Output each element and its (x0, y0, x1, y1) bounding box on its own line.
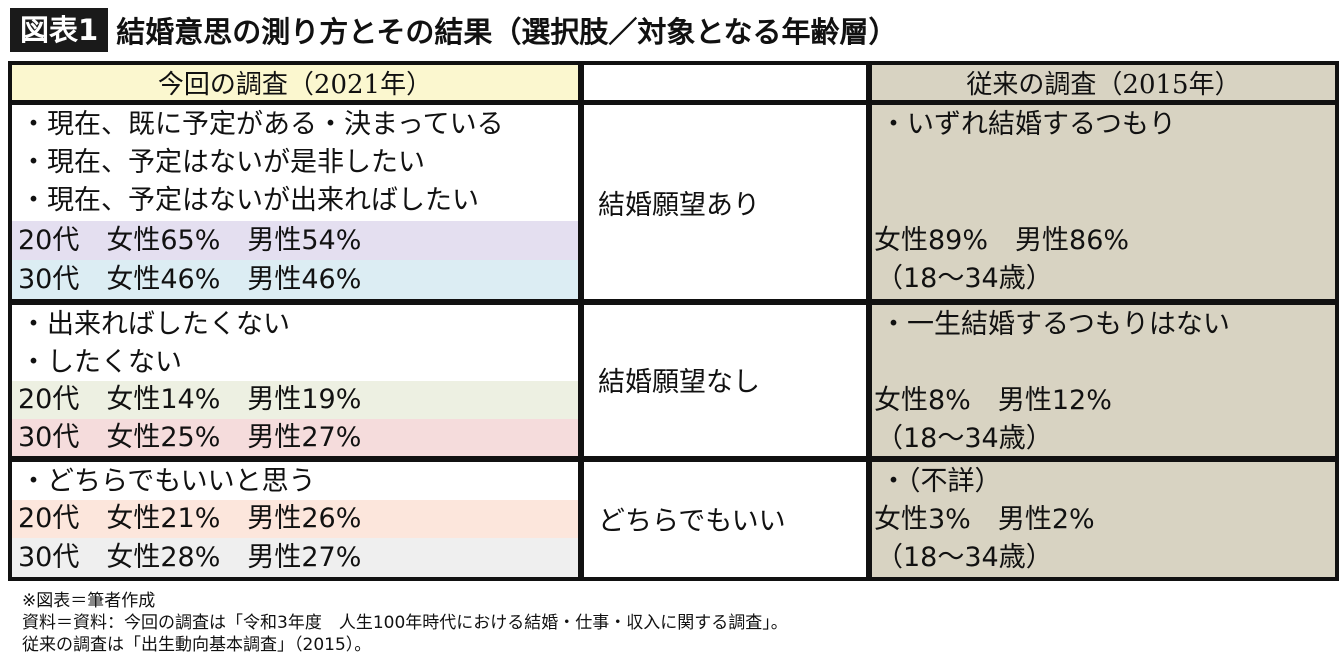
group3-current-cell: ・どちらでもいいと思う 20代 女性21% 男性26% 30代 女性28% 男性… (12, 462, 578, 577)
group2-previous-option: ・一生結婚するつもりはない (880, 309, 1230, 340)
group2-option-1: ・出来ればしたくない (20, 309, 290, 340)
group2-current-cell: ・出来ればしたくない ・したくない 20代 女性14% 男性19% 30代 女性… (12, 305, 578, 456)
group1-option-3: ・現在、予定はないが出来ればしたい (20, 185, 479, 216)
group1-option-2: ・現在、予定はないが是非したい (20, 147, 425, 178)
group2-previous-stat: 女性8% 男性12% (874, 385, 1112, 416)
group3-category-label: どちらでもいい (598, 506, 786, 537)
figure-title: 図表1 結婚意思の測り方とその結果（選択肢／対象となる年齢層） (10, 8, 897, 52)
group2-previous-cell: ・一生結婚するつもりはない 女性8% 男性12% （18～34歳） (872, 305, 1335, 456)
group2-option-2: ・したくない (20, 347, 182, 378)
group3-previous-option: ・（不詳） (880, 466, 1002, 497)
group3-middle-cell: どちらでもいい (584, 462, 866, 577)
group2-middle-cell: 結婚願望なし (584, 305, 866, 456)
group2-previous-age: （18～34歳） (876, 423, 1053, 454)
footnote-previous-source: 従来の調査は「出生動向基本調査」（2015）。 (22, 635, 372, 655)
group1-category-label: 結婚願望あり (598, 190, 760, 221)
header-previous-survey: 従来の調査（2015年） (872, 65, 1335, 100)
group3-previous-age: （18～34歳） (876, 542, 1053, 573)
group2-category-label: 結婚願望なし (598, 367, 760, 398)
header-current-survey: 今回の調査（2021年） (12, 65, 578, 100)
group2-stat-30s: 30代 女性25% 男性27% (12, 419, 578, 456)
group1-previous-cell: ・いずれ結婚するつもり 女性89% 男性86% （18～34歳） (872, 105, 1335, 299)
footnote-source: 資料＝資料：今回の調査は「令和3年度 人生100年時代における結婚・仕事・収入に… (22, 613, 788, 633)
group1-current-cell: ・現在、既に予定がある・決まっている ・現在、予定はないが是非したい ・現在、予… (12, 105, 578, 299)
group3-stat-20s: 20代 女性21% 男性26% (12, 500, 578, 538)
comparison-table: 今回の調査（2021年） 従来の調査（2015年） ・現在、既に予定がある・決ま… (8, 61, 1339, 581)
group1-previous-age: （18～34歳） (876, 263, 1053, 294)
header-middle (584, 65, 866, 100)
group3-option-1: ・どちらでもいいと思う (20, 466, 316, 497)
figure-number-badge: 図表1 (10, 8, 109, 52)
group2-stat-20s: 20代 女性14% 男性19% (12, 381, 578, 419)
footnotes: ※図表＝筆者作成 資料＝資料：今回の調査は「令和3年度 人生100年時代における… (22, 590, 788, 656)
group3-previous-stat: 女性3% 男性2% (874, 504, 1095, 535)
group3-stat-30s: 30代 女性28% 男性27% (12, 538, 578, 577)
group1-stat-20s: 20代 女性65% 男性54% (12, 221, 578, 260)
figure-title-text: 結婚意思の測り方とその結果（選択肢／対象となる年齢層） (116, 15, 898, 49)
group1-option-1: ・現在、既に予定がある・決まっている (20, 109, 504, 140)
footnote-author: ※図表＝筆者作成 (22, 591, 156, 611)
group3-previous-cell: ・（不詳） 女性3% 男性2% （18～34歳） (872, 462, 1335, 577)
group1-middle-cell: 結婚願望あり (584, 105, 866, 299)
group1-stat-30s: 30代 女性46% 男性46% (12, 260, 578, 299)
group1-previous-stat: 女性89% 男性86% (874, 225, 1130, 256)
group1-previous-option: ・いずれ結婚するつもり (880, 109, 1176, 140)
